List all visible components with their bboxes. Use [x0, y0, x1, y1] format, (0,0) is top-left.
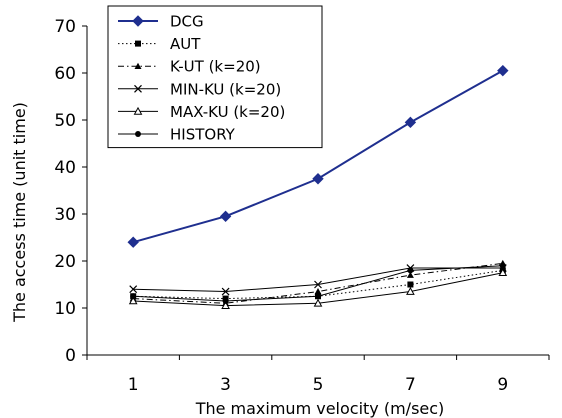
legend-label: DCG [170, 13, 204, 31]
x-tick-label: 5 [313, 375, 324, 395]
series-layer [127, 64, 509, 309]
legend-label: MAX-KU (k=20) [170, 103, 285, 121]
data-point [128, 296, 138, 305]
series-line [133, 267, 503, 293]
data-point [314, 280, 322, 289]
x-axis-title: The maximum velocity (m/sec) [195, 399, 445, 418]
x-tick-label: 7 [405, 375, 416, 395]
y-tick-label: 0 [65, 346, 76, 366]
legend-marker [135, 40, 141, 47]
x-tick-label: 1 [128, 375, 139, 395]
series-dcg [127, 64, 509, 248]
data-point [407, 281, 414, 288]
data-point [499, 262, 506, 269]
series-history [130, 262, 506, 304]
data-point [129, 285, 138, 294]
legend-entry: K-UT (k=20) [118, 58, 261, 76]
data-point [497, 64, 509, 77]
data-point [130, 293, 137, 300]
y-tick-label: 30 [54, 205, 76, 225]
data-point [315, 293, 321, 300]
legend-marker [135, 131, 141, 137]
data-point [221, 301, 230, 309]
legend-marker [133, 106, 143, 115]
data-point [406, 287, 415, 295]
legend-label: K-UT (k=20) [170, 58, 261, 76]
legend-entry: DCG [118, 13, 204, 31]
y-tick-label: 60 [54, 64, 76, 84]
legend-label: MIN-KU (k=20) [170, 80, 281, 98]
legend-entry: MAX-KU (k=20) [118, 103, 285, 121]
y-tick-label: 50 [54, 111, 76, 131]
y-tick-label: 20 [54, 252, 76, 272]
legend-box [107, 5, 323, 149]
series-max-ku-k-20 [128, 268, 508, 309]
axes: 0 10 20 30 40 50 60 70 1 3 5 7 9 [54, 17, 550, 395]
data-point [222, 297, 229, 304]
data-point [312, 173, 324, 185]
x-tick-label: 3 [220, 375, 231, 395]
legend: DCG AUT K-UT (k=20) MIN-KU (k=20) MAX-KU (k=… [107, 5, 323, 149]
data-point [404, 116, 417, 129]
y-tick-label: 10 [54, 299, 76, 319]
data-point [219, 210, 232, 223]
data-point [407, 267, 414, 274]
data-point [221, 287, 230, 296]
y-tick-label: 70 [54, 17, 76, 37]
y-axis-title: The access time (unit time) [10, 102, 29, 323]
legend-label: AUT [170, 35, 201, 53]
legend-entry: HISTORY [118, 126, 236, 144]
y-tick-label: 40 [54, 158, 76, 178]
data-point [406, 271, 414, 278]
legend-marker [134, 62, 142, 69]
x-tick-label: 9 [497, 375, 508, 395]
data-point [313, 298, 323, 307]
legend-entry: MIN-KU (k=20) [118, 80, 281, 98]
data-point [127, 236, 139, 248]
legend-entry: AUT [118, 35, 201, 53]
data-point [314, 288, 322, 295]
data-point [498, 268, 508, 277]
legend-marker [132, 15, 144, 27]
legend-marker [134, 84, 142, 93]
legend-label: HISTORY [170, 126, 236, 144]
